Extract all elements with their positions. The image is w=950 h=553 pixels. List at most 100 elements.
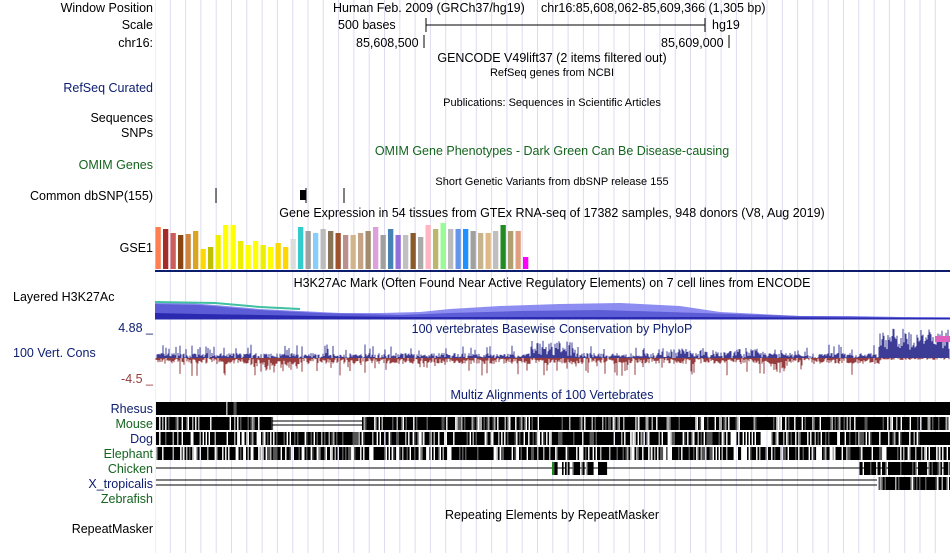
multiz-base — [504, 447, 506, 460]
gse-tissue-bar[interactable] — [313, 233, 319, 269]
multiz-base — [612, 447, 614, 460]
refseq-track-label[interactable]: RefSeq Curated — [63, 81, 153, 95]
multiz-base — [567, 447, 569, 460]
species-chicken[interactable]: Chicken — [107, 462, 153, 476]
gse-tissue-bar[interactable] — [455, 229, 461, 269]
gse-tissue-bar[interactable] — [463, 229, 469, 269]
multiz-base — [589, 432, 592, 445]
gse-tissue-bar[interactable] — [500, 225, 506, 269]
sequences-track-label[interactable]: Sequences — [90, 111, 153, 125]
gse-tissue-bar[interactable] — [298, 227, 304, 269]
multiz-base — [731, 417, 733, 430]
multiz-base — [339, 447, 341, 460]
species-xtropicalis[interactable]: X_tropicalis — [88, 477, 153, 491]
gse-tissue-bar[interactable] — [425, 225, 431, 269]
h3k27-track-label[interactable]: Layered H3K27Ac — [13, 290, 115, 304]
multiz-base — [634, 432, 637, 445]
refseq-title: RefSeq genes from NCBI — [489, 67, 615, 79]
gse-tissue-bar[interactable] — [493, 231, 499, 269]
repeatmasker-track-label[interactable]: RepeatMasker — [71, 522, 153, 536]
gse-tissue-bar[interactable] — [515, 231, 521, 269]
conservation-wiggle[interactable] — [155, 328, 950, 376]
gse-tissue-bar[interactable] — [163, 229, 169, 269]
gse-tissue-bar[interactable] — [268, 247, 274, 269]
gse-tissue-bar[interactable] — [448, 229, 454, 269]
gse-tissue-bar[interactable] — [193, 231, 199, 269]
gse-tissue-bar[interactable] — [343, 235, 349, 269]
gse-tissue-bar[interactable] — [478, 233, 484, 269]
gse-tissue-bar[interactable] — [170, 233, 176, 269]
species-elephant[interactable]: Elephant — [103, 447, 153, 461]
gse-tissue-bar[interactable] — [305, 231, 311, 269]
gse-tissue-bar[interactable] — [178, 235, 184, 269]
gse-tissue-bar[interactable] — [410, 233, 416, 269]
gse-tissue-bar[interactable] — [365, 231, 371, 269]
multiz-base — [495, 432, 497, 445]
gse-tissue-bar[interactable] — [433, 229, 439, 269]
gse-tissue-bar[interactable] — [260, 245, 266, 269]
multiz-base — [483, 432, 485, 445]
multiz-base — [690, 447, 692, 460]
gse-tissue-bar[interactable] — [245, 245, 251, 269]
gse-tissue-bar[interactable] — [440, 223, 446, 269]
gse-tissue-bar[interactable] — [320, 229, 326, 269]
multiz-base — [927, 447, 929, 460]
snps-track-label[interactable]: SNPs — [121, 126, 153, 140]
species-rhesus[interactable]: Rhesus — [110, 402, 153, 416]
gse-tissue-bar[interactable] — [523, 257, 529, 269]
multiz-base — [482, 417, 484, 430]
dbsnp-variants[interactable] — [215, 188, 345, 203]
omim-track-label[interactable]: OMIM Genes — [78, 158, 153, 172]
gse-tissue-bar[interactable] — [380, 235, 386, 269]
species-mouse[interactable]: Mouse — [115, 417, 153, 431]
gse-tissue-bar[interactable] — [508, 231, 514, 269]
multiz-base — [625, 432, 628, 445]
gse-tissue-bar[interactable] — [185, 234, 191, 269]
multiz-base — [884, 477, 887, 490]
gse-tissue-bar[interactable] — [238, 241, 244, 269]
multiz-base — [921, 462, 923, 475]
multiz-base — [240, 447, 242, 460]
gse-tissue-bar[interactable] — [290, 239, 296, 269]
multiz-base — [695, 417, 697, 430]
multiz-base — [628, 432, 631, 445]
multiz-base — [690, 432, 692, 445]
gse-tissue-bar[interactable] — [395, 235, 401, 269]
gse-tissue-bar[interactable] — [335, 233, 341, 269]
multiz-base — [804, 432, 806, 445]
multiz-base — [893, 417, 895, 430]
gse-tissue-bar[interactable] — [388, 229, 394, 269]
gse-tissue-bar[interactable] — [208, 247, 214, 269]
multiz-base — [466, 432, 469, 445]
multiz-base — [568, 432, 571, 445]
multiz-base — [940, 462, 943, 475]
multiz-base — [460, 447, 463, 460]
multiz-base — [822, 417, 825, 430]
multiz-alignment-rows[interactable] — [156, 402, 950, 490]
cons-track-label[interactable]: 100 Vert. Cons — [13, 346, 96, 360]
gse-tissue-bar[interactable] — [358, 233, 364, 269]
multiz-base — [889, 432, 892, 445]
dbsnp-track-label[interactable]: Common dbSNP(155) — [30, 189, 153, 203]
gse-tissue-bar[interactable] — [215, 235, 221, 269]
gse-tissue-bar[interactable] — [373, 227, 379, 269]
gse-tissue-bar[interactable] — [253, 241, 259, 269]
gse-tissue-bar[interactable] — [328, 231, 334, 269]
gse-track-label[interactable]: GSE1 — [119, 241, 153, 255]
species-dog[interactable]: Dog — [130, 432, 153, 446]
species-zebrafish[interactable]: Zebrafish — [100, 492, 153, 506]
gse-tissue-bar[interactable] — [470, 231, 476, 269]
gse-tissue-bar[interactable] — [350, 235, 356, 269]
gse-tissue-bar[interactable] — [223, 225, 229, 269]
gse-tissue-bar[interactable] — [485, 233, 491, 269]
gse-tissue-bar[interactable] — [403, 235, 409, 269]
gse-tissue-bar[interactable] — [275, 243, 281, 269]
gse-tissue-bar[interactable] — [283, 247, 289, 269]
h3k27-signal[interactable] — [154, 301, 950, 320]
gse-tissue-bar[interactable] — [155, 227, 161, 269]
gse-tissue-bar[interactable] — [418, 237, 424, 269]
gse-tissue-bar[interactable] — [200, 249, 206, 269]
gse-expression-bars[interactable] — [155, 223, 529, 269]
gse-tissue-bar[interactable] — [230, 225, 236, 269]
